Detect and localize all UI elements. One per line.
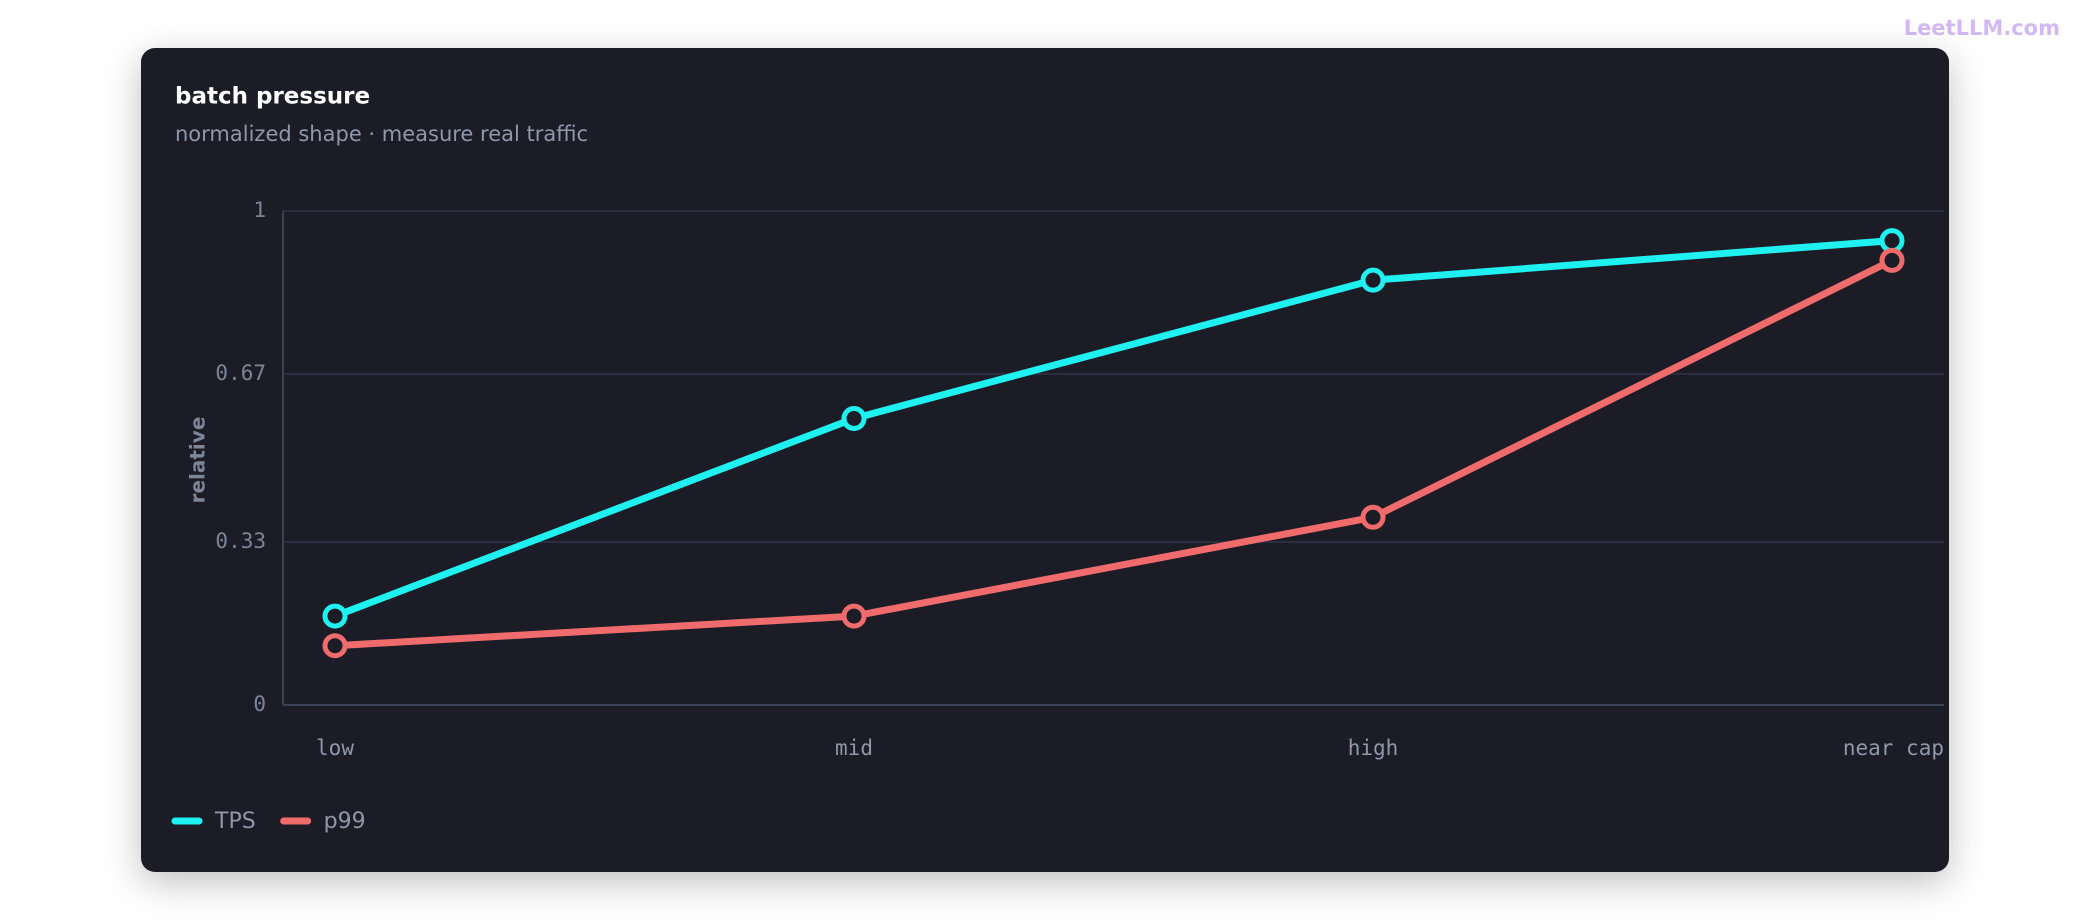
data-point [1879,247,1905,273]
data-point [841,603,867,629]
series-line [331,237,1896,620]
x-tick-label: low [316,736,354,760]
watermark: LeetLLM.com [1904,16,2060,40]
data-point [1360,267,1386,293]
y-tick-label: 0.33 [215,529,266,553]
chart-title: batch pressure [175,84,370,110]
data-point [322,633,348,659]
data-point [1879,228,1905,254]
y-axis-label: relative [186,417,210,504]
data-point [841,405,867,431]
x-tick-label: near cap [1843,736,1944,760]
x-tick-label: mid [835,736,873,760]
legend-label: p99 [324,809,366,834]
data-point [1360,504,1386,530]
y-tick-label: 0.67 [215,361,266,385]
data-point [322,603,348,629]
series-line [331,256,1896,650]
chart-subtitle: normalized shape · measure real traffic [175,122,588,146]
x-tick-label: high [1348,736,1399,760]
legend-label: TPS [214,809,256,834]
card [141,48,1949,872]
y-tick-label: 1 [253,198,266,222]
y-tick-label: 0 [253,692,266,716]
